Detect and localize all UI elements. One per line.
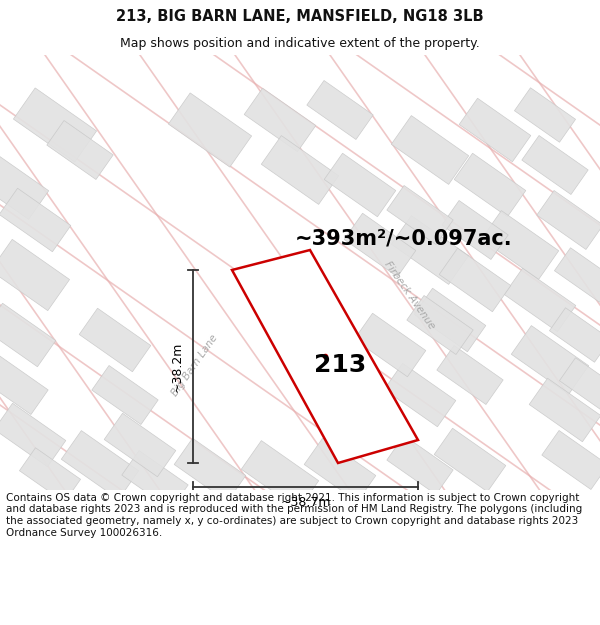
Polygon shape <box>391 216 469 284</box>
Polygon shape <box>344 213 416 277</box>
Polygon shape <box>0 356 48 414</box>
Polygon shape <box>384 363 456 427</box>
Text: ~38.7m: ~38.7m <box>280 496 331 509</box>
Polygon shape <box>61 431 139 499</box>
Polygon shape <box>414 288 486 352</box>
Polygon shape <box>0 151 49 219</box>
Text: Big Barn Lane: Big Barn Lane <box>170 332 220 398</box>
Polygon shape <box>529 378 600 442</box>
Polygon shape <box>174 438 246 502</box>
Polygon shape <box>387 436 453 494</box>
Polygon shape <box>13 88 97 162</box>
Polygon shape <box>481 211 559 279</box>
Polygon shape <box>407 296 473 354</box>
Polygon shape <box>550 308 600 362</box>
Polygon shape <box>504 268 576 332</box>
Polygon shape <box>454 153 526 217</box>
Polygon shape <box>19 448 80 503</box>
Polygon shape <box>241 441 319 509</box>
Polygon shape <box>232 250 418 463</box>
Polygon shape <box>559 357 600 412</box>
Polygon shape <box>304 438 376 502</box>
Polygon shape <box>79 308 151 372</box>
Polygon shape <box>261 136 339 204</box>
Polygon shape <box>459 98 531 162</box>
Text: Map shows position and indicative extent of the property.: Map shows position and indicative extent… <box>120 38 480 51</box>
Polygon shape <box>324 153 396 217</box>
Polygon shape <box>169 93 251 167</box>
Polygon shape <box>0 403 66 467</box>
Polygon shape <box>514 88 575 142</box>
Polygon shape <box>122 451 188 509</box>
Polygon shape <box>442 201 508 259</box>
Polygon shape <box>554 248 600 302</box>
Polygon shape <box>511 326 589 394</box>
Text: 213: 213 <box>314 353 366 377</box>
Polygon shape <box>0 303 56 367</box>
Text: Contains OS data © Crown copyright and database right 2021. This information is : Contains OS data © Crown copyright and d… <box>6 492 582 538</box>
Polygon shape <box>104 413 176 477</box>
Polygon shape <box>434 428 506 492</box>
Polygon shape <box>537 191 600 249</box>
Text: Firbeck Avenue: Firbeck Avenue <box>383 259 437 331</box>
Polygon shape <box>47 121 113 179</box>
Polygon shape <box>92 366 158 424</box>
Polygon shape <box>387 186 453 244</box>
Polygon shape <box>522 136 588 194</box>
Polygon shape <box>439 248 511 312</box>
Text: ~38.2m: ~38.2m <box>170 341 184 392</box>
Polygon shape <box>542 431 600 489</box>
Polygon shape <box>437 346 503 404</box>
Polygon shape <box>307 81 373 139</box>
Text: 213, BIG BARN LANE, MANSFIELD, NG18 3LB: 213, BIG BARN LANE, MANSFIELD, NG18 3LB <box>116 9 484 24</box>
Polygon shape <box>0 188 71 252</box>
Text: ~393m²/~0.097ac.: ~393m²/~0.097ac. <box>295 228 512 248</box>
Polygon shape <box>0 239 70 311</box>
Polygon shape <box>354 313 426 377</box>
Polygon shape <box>244 88 316 152</box>
Polygon shape <box>391 116 469 184</box>
